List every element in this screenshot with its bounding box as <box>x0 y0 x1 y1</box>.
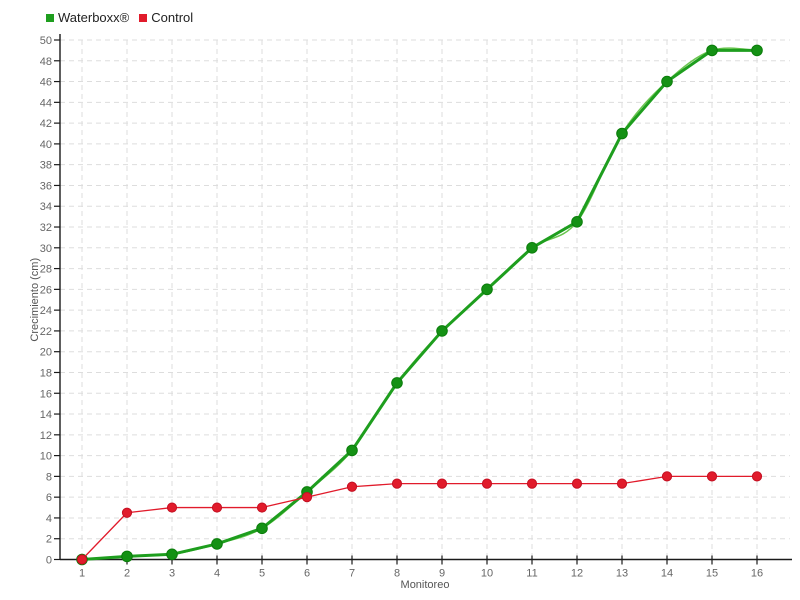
data-point-waterboxx <box>751 44 763 57</box>
data-point-control <box>706 471 718 482</box>
data-point-waterboxx <box>391 377 403 389</box>
data-point-control <box>751 471 763 482</box>
legend-item-control[interactable]: Control <box>139 10 193 25</box>
x-axis-title: Monitoreo <box>401 579 450 591</box>
data-point-control <box>76 554 88 565</box>
data-point-waterboxx <box>706 44 718 57</box>
x-tick-label: 7 <box>349 568 355 580</box>
data-point-control <box>166 502 178 513</box>
series-line-1 <box>81 475 757 560</box>
data-point-control <box>121 507 133 518</box>
y-tick-label: 2 <box>46 534 52 546</box>
y-axis-title: Crecimiento (cm) <box>29 258 41 342</box>
series-smooth-line-0 <box>81 47 758 561</box>
data-point-waterboxx <box>526 242 538 254</box>
data-point-waterboxx <box>166 548 178 561</box>
x-tick-label: 2 <box>124 568 130 580</box>
y-tick-label: 48 <box>40 56 52 68</box>
y-tick-label: 26 <box>40 284 52 296</box>
x-tick-label: 8 <box>394 568 400 580</box>
y-tick-label: 22 <box>40 326 52 338</box>
legend-swatch-waterboxx-icon <box>46 13 54 22</box>
x-tick-label: 14 <box>661 568 673 580</box>
y-tick-label: 30 <box>40 243 52 255</box>
x-tick-label: 4 <box>214 568 220 580</box>
x-tick-label: 9 <box>439 568 445 580</box>
y-tick-label: 16 <box>40 388 52 400</box>
y-tick-label: 28 <box>40 264 52 276</box>
chart-legend: Waterboxx® Control <box>46 10 193 25</box>
data-point-waterboxx <box>481 283 493 296</box>
x-tick-label: 1 <box>79 568 85 580</box>
y-tick-label: 50 <box>40 35 52 47</box>
legend-item-waterboxx[interactable]: Waterboxx® <box>46 10 129 25</box>
data-point-control <box>301 492 313 503</box>
legend-swatch-control-icon <box>139 13 148 22</box>
legend-label-control: Control <box>151 10 194 25</box>
data-point-waterboxx <box>436 325 448 337</box>
y-tick-label: 44 <box>40 97 52 109</box>
y-tick-label: 36 <box>40 180 52 192</box>
data-point-control <box>436 478 448 489</box>
y-tick-label: 8 <box>46 471 52 483</box>
x-tick-label: 6 <box>304 568 310 580</box>
y-tick-label: 0 <box>46 555 52 567</box>
y-tick-label: 34 <box>40 201 52 213</box>
data-point-control <box>211 502 223 513</box>
x-tick-label: 16 <box>751 568 763 580</box>
data-point-control <box>256 502 268 513</box>
data-point-control <box>391 478 403 489</box>
legend-label-waterboxx: Waterboxx® <box>58 10 130 25</box>
y-tick-label: 4 <box>46 513 52 525</box>
data-point-control <box>571 478 583 489</box>
data-point-control <box>661 471 673 482</box>
y-tick-label: 12 <box>40 430 52 442</box>
series-line-0 <box>81 48 757 561</box>
x-tick-label: 15 <box>706 568 718 580</box>
data-point-control <box>481 478 493 489</box>
y-tick-label: 46 <box>40 77 52 89</box>
data-point-waterboxx <box>571 216 583 228</box>
data-point-control <box>526 478 538 489</box>
data-point-control <box>616 478 628 489</box>
data-point-waterboxx <box>211 538 223 550</box>
y-tick-label: 42 <box>40 118 52 130</box>
x-tick-label: 12 <box>571 568 583 580</box>
data-point-waterboxx <box>346 444 358 457</box>
y-tick-label: 14 <box>40 409 52 421</box>
y-tick-label: 40 <box>40 139 52 151</box>
x-tick-label: 3 <box>169 568 175 580</box>
x-tick-label: 13 <box>616 568 628 580</box>
y-tick-label: 24 <box>40 305 52 317</box>
y-tick-label: 18 <box>40 367 52 379</box>
x-tick-label: 10 <box>481 568 493 580</box>
data-point-control <box>346 481 358 492</box>
y-tick-label: 6 <box>46 492 52 504</box>
x-tick-label: 5 <box>259 568 265 580</box>
y-tick-label: 32 <box>40 222 52 234</box>
data-point-waterboxx <box>256 522 268 535</box>
data-point-waterboxx <box>121 550 133 563</box>
x-tick-label: 11 <box>526 568 537 580</box>
data-point-waterboxx <box>661 75 673 88</box>
data-point-waterboxx <box>616 127 628 140</box>
y-tick-label: 20 <box>40 347 52 359</box>
y-tick-label: 38 <box>40 160 52 172</box>
y-tick-label: 10 <box>40 451 52 463</box>
